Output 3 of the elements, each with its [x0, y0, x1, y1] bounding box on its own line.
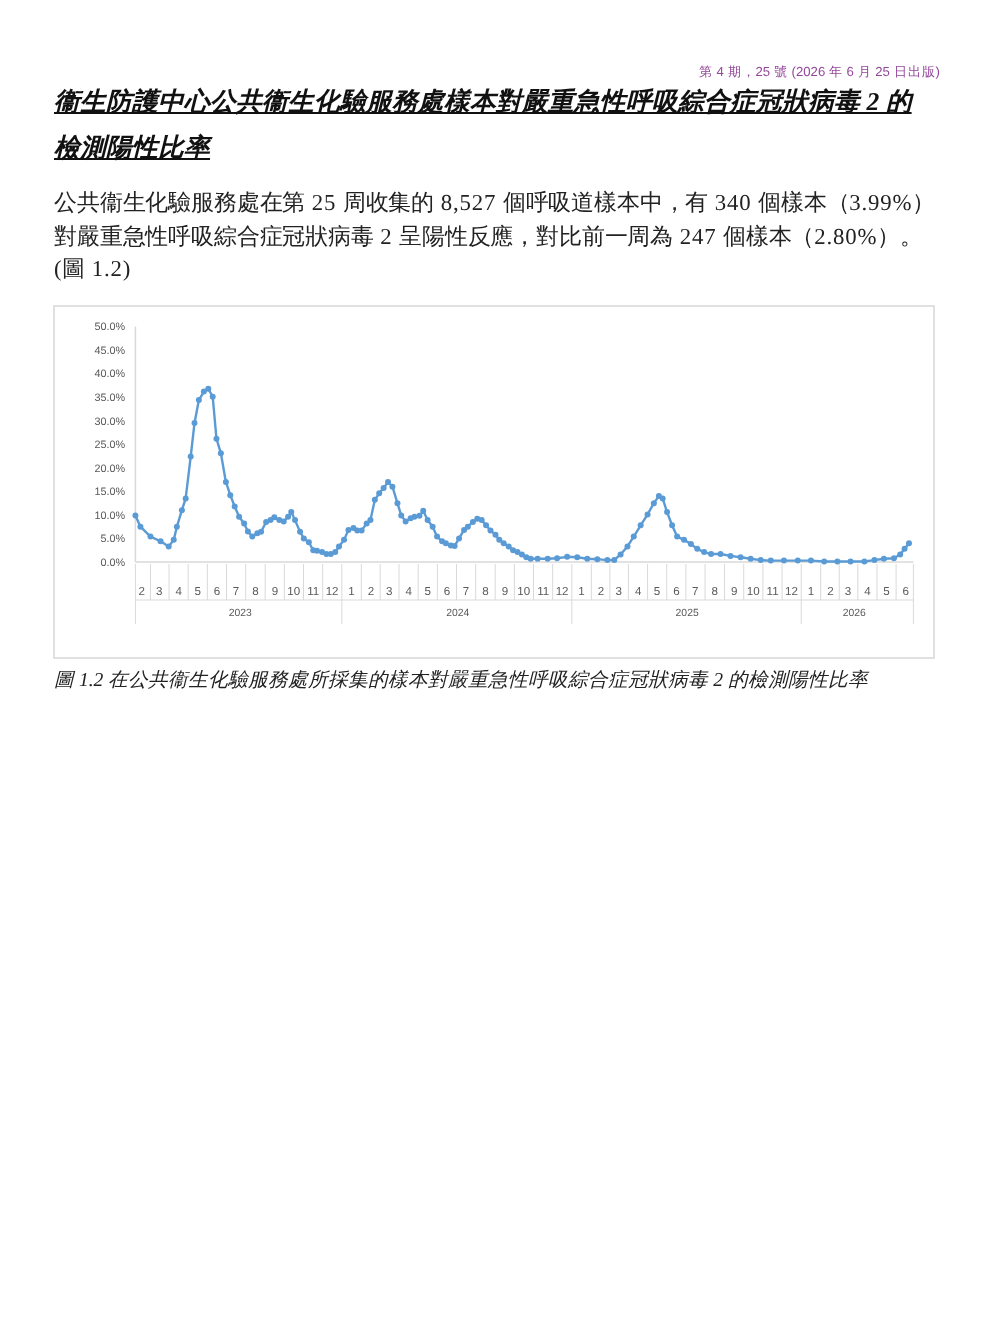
- title: 衞生防護中心公共衞生化驗服務處樣本對嚴重急性呼吸綜合症冠狀病毒 2 的檢測陽性比率: [54, 85, 916, 166]
- annotation: 圖 1.2 在公共衞生化驗服務處所採集的樣本對嚴重急性呼吸綜合症冠狀病毒 2 的檢測陽性比率: [54, 668, 868, 694]
- subtitle: 公共衞生化驗服務處在第 25 周收集的 8,527 個呼吸道樣本中，有 340 個樣本（3.99%）對嚴重急性呼吸綜合症冠狀病毒 2 呈陽性反應，對比前一周為 247 個樣本（2.80%）。(圖 1.2): [54, 188, 938, 286]
